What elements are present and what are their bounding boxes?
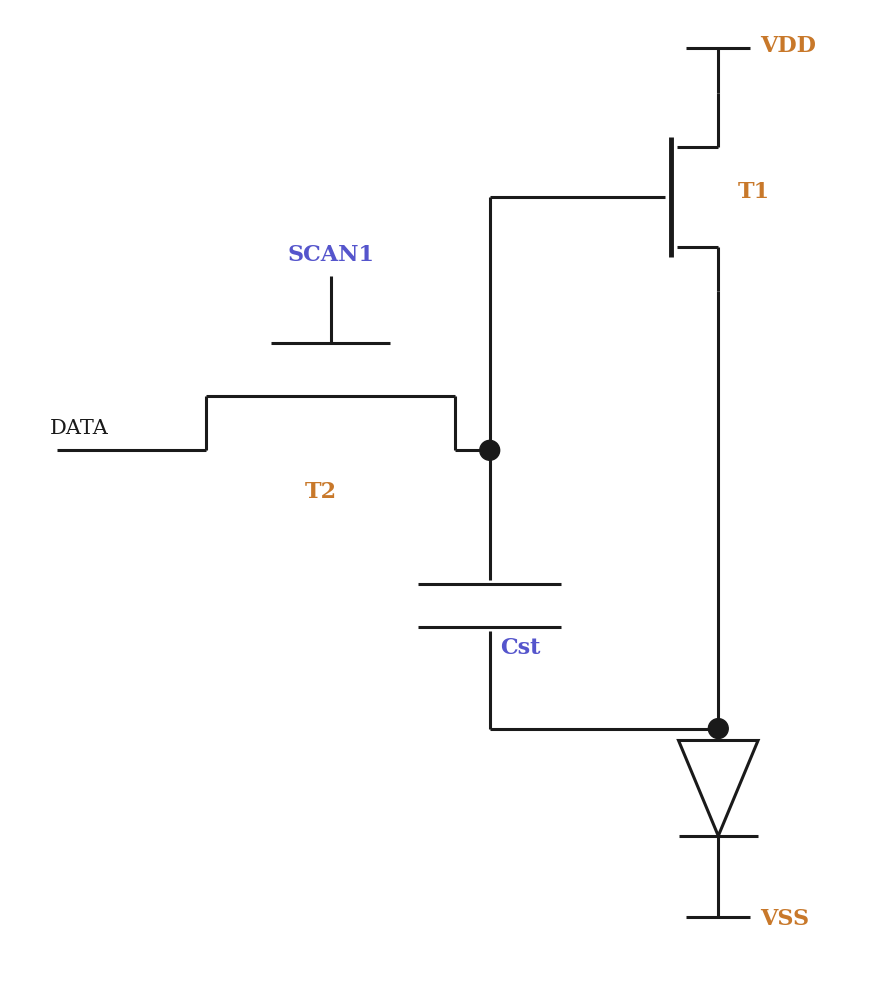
Text: T1: T1 xyxy=(738,181,771,203)
Text: DATA: DATA xyxy=(50,419,109,438)
Circle shape xyxy=(708,719,728,739)
Text: SCAN1: SCAN1 xyxy=(287,244,374,266)
Circle shape xyxy=(479,440,500,460)
Text: VDD: VDD xyxy=(760,35,816,57)
Text: Cst: Cst xyxy=(500,637,540,659)
Text: T2: T2 xyxy=(305,481,337,503)
Text: VSS: VSS xyxy=(760,908,809,930)
